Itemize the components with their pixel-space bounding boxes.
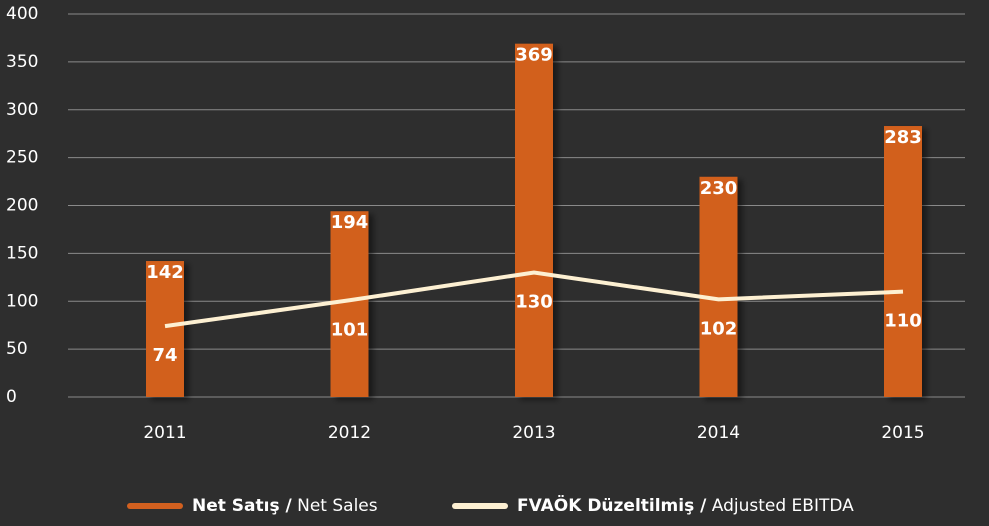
y-tick-label: 100 <box>6 291 38 311</box>
bar-value-label: 194 <box>331 212 369 233</box>
x-tick-label: 2014 <box>697 423 740 443</box>
bar <box>515 43 553 398</box>
bar-value-label: 142 <box>146 262 184 283</box>
bar-value-label: 283 <box>884 127 922 148</box>
y-tick-label: 150 <box>6 243 38 263</box>
y-tick-label: 350 <box>6 52 38 72</box>
line-value-label: 101 <box>331 319 369 340</box>
bar <box>330 211 369 397</box>
y-tick-label: 400 <box>6 4 38 24</box>
bar <box>884 126 922 397</box>
line <box>164 270 904 329</box>
y-tick-label: 250 <box>6 148 38 168</box>
legend-label: FVAÖK Düzeltilmiş / Adjusted EBITDA <box>517 494 854 516</box>
bar-value-label: 369 <box>515 45 553 66</box>
line-value-label: 74 <box>152 345 177 366</box>
y-tick-label: 0 <box>6 387 17 407</box>
bar <box>699 176 738 397</box>
legend-label: Net Satış / Net Sales <box>192 496 378 516</box>
line-value-label: 130 <box>515 292 553 313</box>
line-value-label: 110 <box>884 311 922 332</box>
y-tick-label: 300 <box>6 100 38 120</box>
bar-value-label: 230 <box>700 178 738 199</box>
x-tick-label: 2011 <box>143 423 186 443</box>
bar <box>146 261 184 397</box>
y-tick-label: 50 <box>6 339 28 359</box>
y-tick-label: 200 <box>6 196 38 216</box>
x-tick-label: 2013 <box>512 423 555 443</box>
x-tick-label: 2012 <box>328 423 371 443</box>
line-value-label: 102 <box>700 318 738 339</box>
x-tick-label: 2015 <box>881 423 924 443</box>
